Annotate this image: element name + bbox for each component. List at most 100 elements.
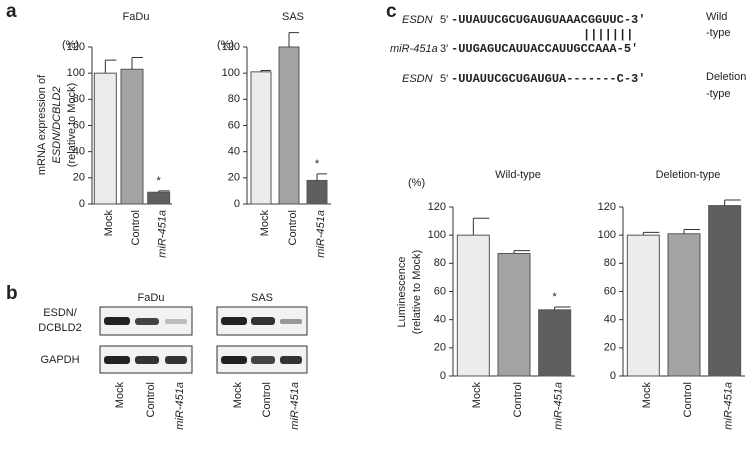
significance: * (315, 158, 320, 170)
chart-title: SAS (282, 11, 304, 23)
y-tick-label: 0 (610, 370, 616, 382)
lane-label: Control (261, 382, 273, 417)
y-tick-label: 120 (222, 41, 240, 53)
y-tick-label: 120 (598, 201, 616, 213)
error-bar (260, 70, 271, 72)
x-tick-label: miR-451a (723, 382, 735, 430)
blot-title: SAS (251, 292, 273, 304)
seq-type: Deletion (706, 71, 746, 83)
pairing: ||||||| (583, 28, 633, 42)
seq-name: miR-451a (390, 43, 438, 55)
x-tick-label: Mock (641, 382, 653, 409)
lane-label: Control (145, 382, 157, 417)
y-tick-label: 40 (604, 314, 616, 326)
chart-title: Wild-type (495, 169, 541, 181)
y-tick-label: 60 (73, 119, 85, 131)
y-tick-label: 0 (79, 198, 85, 210)
panel-label: a (6, 1, 17, 22)
x-tick-label: Mock (103, 210, 115, 237)
y-axis-label: ESDN/DCBLD2 (51, 86, 63, 163)
blot-images (99, 306, 308, 374)
seq-type: -type (706, 27, 730, 39)
x-tick-label: miR-451a (553, 382, 565, 430)
y-tick-label: 100 (222, 67, 240, 79)
bar (626, 234, 660, 377)
x-tick-label: miR-451a (315, 210, 327, 258)
error-bar (683, 229, 700, 234)
y-tick-label: 100 (67, 67, 85, 79)
sequence: -UUAUUCGCUGAUGUAAACGGUUC-3′ (451, 13, 645, 27)
x-tick-label: Mock (259, 210, 271, 237)
x-tick-label: Control (130, 210, 142, 245)
bar (250, 71, 272, 205)
sequence: -UUAUUCGCUGAUGUA-------C-3′ (451, 72, 645, 86)
x-tick-label: miR-451a (157, 210, 169, 258)
y-tick-label: 80 (228, 93, 240, 105)
y-tick-label: 60 (604, 285, 616, 297)
bar (120, 68, 144, 205)
lane-label: miR-451a (289, 382, 301, 430)
lane-label: Mock (114, 382, 126, 409)
error-bar (472, 217, 490, 236)
error-bar (288, 32, 299, 47)
seq-name: ESDN (402, 73, 433, 85)
y-tick-label: 120 (67, 41, 85, 53)
error-bar (642, 231, 660, 236)
seq-type: Wild (706, 11, 727, 23)
y-axis-label: (relative to Mock) (411, 250, 423, 334)
sequence: -UUGAGUCAUUACCAUUGCCAAA-5′ (451, 42, 638, 56)
y-tick-label: 20 (434, 342, 446, 354)
y-tick-label: 20 (73, 172, 85, 184)
y-tick-label: 60 (434, 285, 446, 297)
seq-type: -type (706, 88, 730, 100)
y-tick-label: 0 (234, 198, 240, 210)
x-tick-label: Control (682, 382, 694, 417)
significance: * (553, 291, 558, 303)
bar (278, 46, 300, 205)
blot-row-label: DCBLD2 (38, 322, 81, 334)
y-tick-label: 100 (428, 229, 446, 241)
y-tick-label: 80 (604, 257, 616, 269)
x-tick-label: Control (512, 382, 524, 417)
y-tick-label: 40 (228, 146, 240, 158)
chart-title: Deletion-type (656, 169, 721, 181)
unit-label: (%) (62, 39, 79, 51)
blot-row-label: GAPDH (40, 354, 79, 366)
bar (147, 191, 171, 205)
y-tick-label: 80 (434, 257, 446, 269)
seq-name: ESDN (402, 14, 433, 26)
seq-end: 5′ (440, 73, 448, 85)
error-bar (513, 250, 530, 254)
panel-label: b (6, 283, 18, 304)
seq-end: 5′ (440, 14, 448, 26)
y-tick-label: 40 (73, 146, 85, 158)
blot-row-label: ESDN/ (43, 307, 78, 319)
bar (667, 233, 701, 377)
lane-label: miR-451a (174, 382, 186, 430)
bar (497, 252, 531, 377)
y-axis-label: Luminescence (396, 257, 408, 328)
lane-label: Mock (232, 382, 244, 409)
error-bar (158, 190, 170, 193)
y-tick-label: 80 (73, 93, 85, 105)
error-bar (131, 56, 143, 70)
x-tick-label: Control (287, 210, 299, 245)
bar (708, 205, 742, 377)
y-tick-label: 0 (440, 370, 446, 382)
y-tick-label: 100 (598, 229, 616, 241)
bar (306, 179, 328, 205)
y-tick-label: 20 (228, 172, 240, 184)
panel-label: c (386, 1, 397, 22)
y-axis-label: (relative to Mock) (66, 83, 78, 167)
bar (93, 72, 117, 205)
x-tick-label: Mock (471, 382, 483, 409)
bar (456, 234, 490, 377)
unit-label: (%) (408, 177, 425, 189)
seq-end: 3′ (440, 43, 448, 55)
y-axis-label: mRNA expression of (36, 74, 48, 175)
y-tick-label: 120 (428, 201, 446, 213)
error-bar (316, 173, 327, 181)
blot-title: FaDu (138, 292, 165, 304)
y-tick-label: 20 (604, 342, 616, 354)
